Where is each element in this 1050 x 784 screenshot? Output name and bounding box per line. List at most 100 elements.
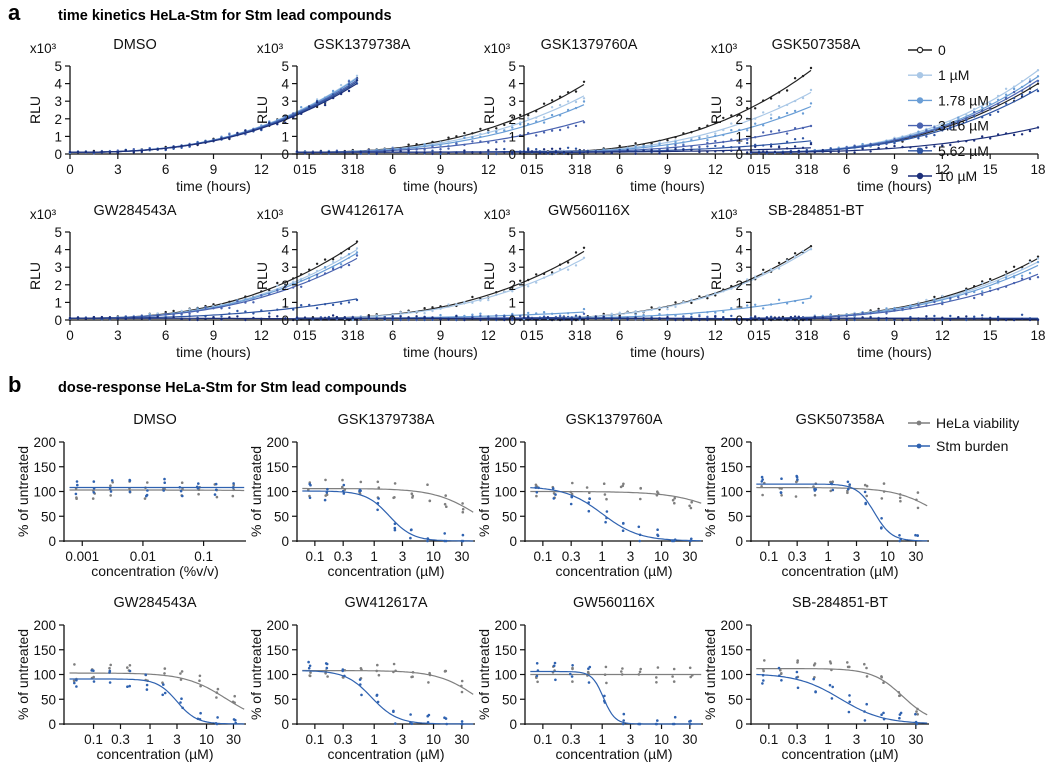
data-point (233, 694, 236, 698)
data-point (813, 662, 817, 665)
data-point (407, 147, 410, 150)
x-tick-label: 12 (481, 162, 496, 177)
y-tick-label: 5 (54, 59, 62, 74)
x-tick-label: 9 (437, 162, 445, 177)
data-point (535, 120, 538, 123)
data-point (276, 123, 279, 126)
data-point (214, 482, 218, 486)
data-point (148, 315, 151, 318)
data-point (479, 151, 482, 154)
data-point (172, 147, 175, 150)
data-point (347, 253, 351, 256)
data-point (360, 693, 363, 697)
data-point (981, 135, 984, 138)
data-point (503, 140, 506, 143)
data-point (411, 675, 414, 678)
data-point (308, 276, 311, 280)
x-tick-label: 18 (1030, 328, 1045, 343)
data-point (1020, 89, 1024, 93)
data-point (604, 520, 607, 524)
data-point (777, 267, 781, 270)
data-point (863, 719, 867, 722)
data-point (1036, 126, 1040, 129)
data-point (109, 484, 112, 488)
data-point (172, 145, 175, 148)
data-point (214, 722, 218, 725)
data-point (140, 315, 143, 318)
y-tick-label: 0 (735, 313, 743, 328)
data-point (439, 150, 442, 154)
data-point (423, 312, 426, 315)
data-point (829, 147, 832, 150)
y-tick-label: 0 (281, 313, 289, 328)
data-point (109, 663, 112, 667)
data-point (762, 271, 765, 275)
data-point (1036, 255, 1040, 258)
data-point (188, 308, 191, 311)
data-point (339, 83, 343, 87)
axis-multiplier: x10³ (484, 207, 511, 222)
x-tick-label: 30 (908, 549, 923, 564)
data-point (690, 500, 693, 504)
data-point (341, 668, 345, 671)
data-point (75, 497, 78, 501)
chart-title: GSK1379760A (541, 37, 638, 53)
data-point (569, 502, 573, 506)
data-point (909, 307, 912, 310)
data-point (882, 482, 886, 485)
data-point (746, 106, 749, 110)
data-point (292, 308, 295, 311)
data-point (865, 484, 869, 488)
data-point (76, 150, 80, 153)
data-point (546, 316, 550, 319)
data-point (542, 148, 546, 151)
data-point (411, 494, 415, 498)
data-point (479, 135, 482, 139)
data-point (558, 114, 562, 117)
data-point (673, 501, 676, 505)
dose-response-chart-4: GSK507358A 0 50 100 150 200 0.1 0.3 1 3 10 30 concen… (702, 412, 929, 579)
x-tick-label: 3 (399, 732, 407, 747)
data-point (558, 315, 562, 318)
data-point (399, 147, 402, 150)
y-axis-label: RLU (254, 96, 270, 124)
data-point (586, 150, 589, 154)
data-point (925, 315, 928, 318)
data-point (797, 149, 800, 153)
data-point (319, 317, 323, 321)
data-point (853, 313, 856, 316)
data-point (315, 98, 319, 101)
data-point (933, 145, 936, 148)
data-point (893, 318, 896, 321)
dose-response-chart-2: GSK1379738A 0 50 100 150 200 0.1 0.3 1 3 10 30 conce… (248, 412, 475, 579)
data-point (571, 667, 574, 671)
data-point (276, 315, 279, 318)
data-point (535, 281, 538, 284)
x-tick-label: 18 (803, 162, 818, 177)
data-point (898, 496, 902, 500)
data-point (989, 317, 992, 320)
data-point (479, 318, 482, 322)
data-point (444, 539, 448, 543)
data-point (981, 282, 984, 285)
data-point (308, 268, 311, 271)
data-point (571, 481, 574, 485)
data-point (893, 309, 896, 312)
y-tick-label: 100 (494, 668, 517, 683)
data-point (582, 312, 586, 315)
data-point (762, 99, 765, 102)
data-point (650, 148, 653, 152)
data-point (276, 284, 279, 287)
x-tick-label: 3 (399, 549, 407, 564)
data-point (778, 486, 782, 490)
data-point (260, 309, 263, 312)
x-tick-label: 10 (199, 732, 214, 747)
data-point (308, 664, 312, 668)
data-point (92, 150, 96, 153)
data-point (455, 135, 458, 138)
y-tick-label: 1 (281, 295, 289, 310)
axis-multiplier: x10³ (711, 207, 738, 222)
data-point (762, 124, 765, 127)
data-point (392, 710, 395, 713)
